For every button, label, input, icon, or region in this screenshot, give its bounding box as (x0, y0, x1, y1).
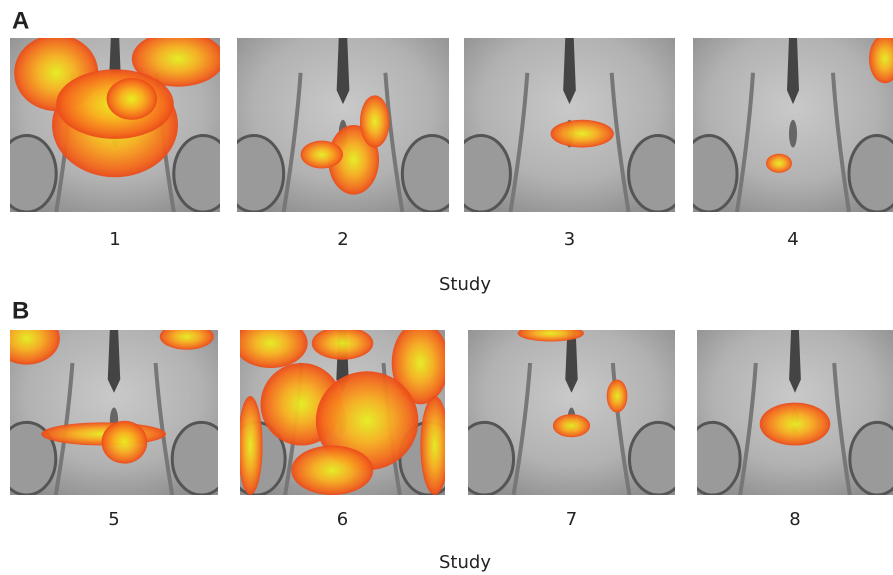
activation (291, 445, 374, 495)
brain-slice (237, 38, 449, 212)
brain-slice (697, 330, 893, 495)
brainstem-outline (508, 72, 631, 212)
ventricle (336, 38, 350, 105)
study-number: 1 (109, 229, 120, 250)
tissue (627, 133, 675, 212)
axis-label: Study (439, 552, 491, 573)
brain-slice (10, 38, 220, 212)
study-number: 8 (789, 509, 800, 530)
activation (391, 330, 445, 405)
ventricle (107, 330, 121, 393)
study-number: 3 (564, 229, 575, 250)
brainstem-outline (738, 362, 852, 495)
study-number: 6 (337, 509, 348, 530)
tissue (10, 420, 58, 495)
brain-slice (10, 330, 218, 495)
aqueduct (789, 119, 797, 148)
ventricle (563, 38, 576, 105)
activation (300, 140, 343, 169)
activation (10, 330, 60, 365)
tissue (848, 420, 893, 495)
activation (420, 396, 445, 495)
axis-label: Study (439, 274, 491, 295)
study-number: 2 (337, 229, 348, 250)
activation (517, 330, 584, 342)
brainstem-outline (281, 72, 405, 212)
brain-slice (240, 330, 445, 495)
tissue (10, 133, 58, 212)
tissue (847, 133, 893, 212)
tissue (468, 420, 516, 495)
tissue (237, 133, 286, 212)
activation (131, 38, 220, 87)
brainstem-outline (735, 72, 851, 212)
tissue (400, 133, 449, 212)
activation (552, 414, 591, 438)
activation (315, 371, 419, 471)
tissue (170, 420, 218, 495)
activation (159, 330, 214, 350)
ventricle (789, 330, 801, 393)
activation (101, 420, 148, 464)
ventricle (787, 38, 799, 105)
tissue (464, 133, 512, 212)
activation (106, 78, 157, 120)
study-number: 4 (787, 229, 798, 250)
study-number: 5 (108, 509, 119, 530)
panel-label: A (12, 7, 29, 34)
tissue (627, 420, 675, 495)
activation (240, 330, 308, 368)
tissue (693, 133, 739, 212)
activation (869, 38, 893, 84)
activation (240, 396, 263, 495)
panel-label: B (12, 297, 29, 324)
ventricle (565, 330, 578, 393)
brain-slice (693, 38, 893, 212)
tissue (697, 420, 742, 495)
activation (550, 119, 614, 148)
activation (766, 153, 792, 173)
activation (606, 379, 628, 413)
brainstem-outline (511, 362, 632, 495)
activation (759, 402, 831, 446)
brain-slice (464, 38, 675, 212)
study-number: 7 (566, 509, 577, 530)
activation (359, 95, 390, 148)
activation (311, 330, 374, 360)
tissue (172, 133, 220, 212)
brain-slice (468, 330, 675, 495)
